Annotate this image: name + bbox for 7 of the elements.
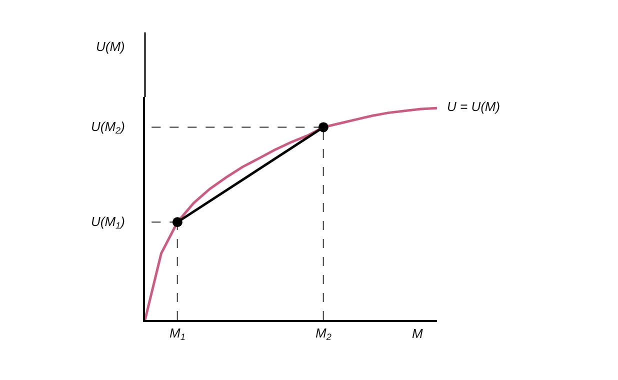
text: U = U(M) xyxy=(447,99,500,114)
y-axis-title: U(M) xyxy=(96,39,125,54)
x-tick-label: M$_{2}$ xyxy=(315,325,332,342)
x-axis-title: M xyxy=(412,326,423,341)
ref-line-label: U(M$_{1}$) xyxy=(91,214,125,231)
ref-line-label: U(M$_{2}$) xyxy=(91,119,125,136)
x-tick-label: M$_{1}$ xyxy=(169,325,186,342)
